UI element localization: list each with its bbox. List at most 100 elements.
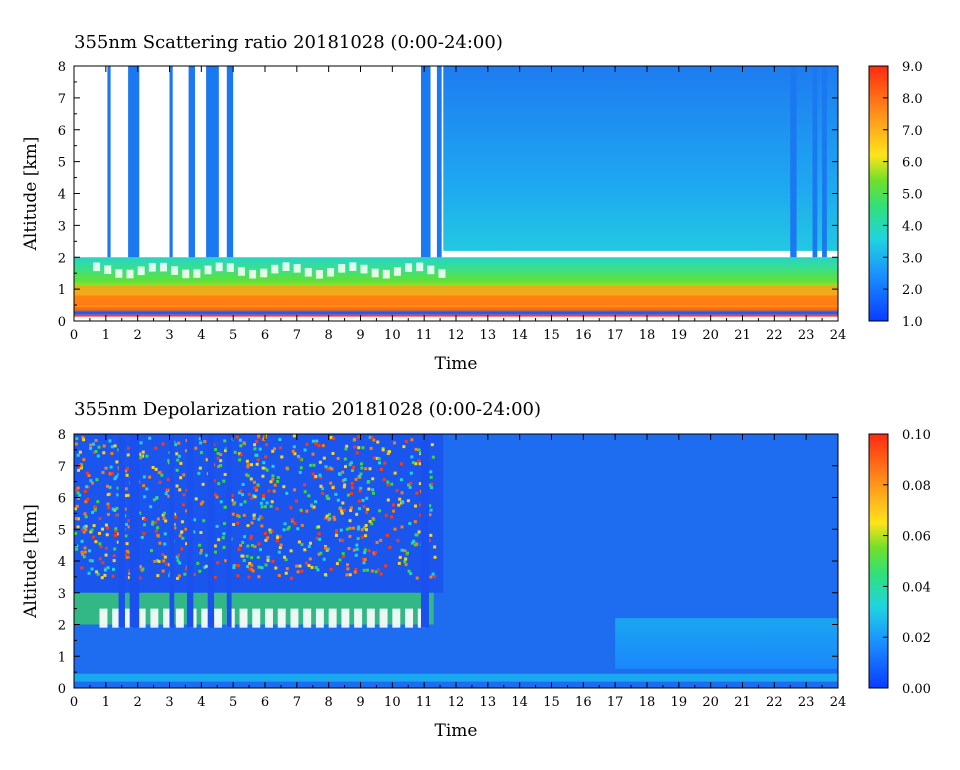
depol-noise [430,482,434,486]
depol-noise [157,471,161,475]
depol-noise [76,517,80,521]
depol-noise [417,530,421,534]
cloud-patch [416,262,424,272]
depol-noise [351,469,355,473]
depol-noise [277,573,281,577]
depol-noise [433,545,437,549]
colorbar-tick-label: 7.0 [902,124,923,139]
depol-noise [114,475,118,479]
depol-noise [219,453,223,457]
depol-noise [344,465,348,469]
depol-noise [249,477,253,481]
depol-noise [217,482,221,486]
depol-noise [340,538,344,542]
cloud-patch [237,267,245,276]
y-tick-label: 8 [58,60,66,75]
depol-noise [83,546,87,550]
depol-noise [378,509,382,513]
depol-noise [399,478,403,482]
depol-noise [347,547,351,551]
depol-noise [282,485,286,489]
depol-noise [348,519,352,523]
depol-noise [196,561,200,565]
depol-noise [250,496,254,500]
depol-noise [154,446,158,450]
depol-noise [74,442,78,446]
y-axis: 0 1 2 3 4 5 6 7 8 [58,428,838,697]
depol-noise [253,495,257,499]
depol-noise [124,534,128,538]
depol-noise [156,517,160,521]
depol-noise [393,527,397,531]
x-tick-label: 10 [384,695,401,710]
depol-noise [185,542,189,546]
depol-noise [181,503,185,507]
depol-noise [308,557,312,561]
heatmap-field [74,66,838,317]
chart-panel-depolarization: 355nm Depolarization ratio 20181028 (0:0… [21,399,931,741]
depol-noise [238,458,242,462]
depol-noise [143,517,147,521]
x-tick-label: 9 [356,695,364,710]
depol-noise [303,448,307,452]
depol-noise [353,445,357,449]
depol-noise [419,503,423,507]
depol-noise [390,482,394,486]
x-tick-label: 19 [671,695,688,710]
depol-noise [261,466,265,470]
depol-noise [219,500,223,504]
depol-noise [88,559,92,563]
precip-column [107,66,111,258]
depol-noise [77,468,81,472]
depol-noise [102,444,106,448]
depol-noise [124,494,128,498]
depol-noise [167,459,171,463]
depol-upper-early [74,434,444,593]
depol-noise [93,508,97,512]
depol-noise [248,562,252,566]
depol-noise [309,463,313,467]
depol-noise [384,564,388,568]
depol-noise [185,509,189,513]
depol-noise [357,446,361,450]
depol-noise [96,572,100,576]
depol-noise [348,526,352,530]
x-tick-label: 16 [575,695,592,710]
colorbar: 0.00 0.02 0.04 0.06 0.08 0.10 [868,428,931,697]
depol-noise [161,513,165,517]
depol-noise [143,495,147,499]
depol-noise [365,511,369,515]
depol-noise [199,451,203,455]
depol-noise [90,481,94,485]
depol-noise [289,576,293,580]
depol-noise [356,537,360,541]
depol-noise [149,505,153,509]
precip-column [420,66,431,258]
depol-noise [355,547,359,551]
depol-noise [296,570,300,574]
depol-noise [97,445,101,449]
colorbar-tick-label: 2.0 [902,283,923,298]
depol-noise [345,563,349,567]
depol-noise [361,446,365,450]
depol-noise [403,549,407,553]
depol-noise [89,479,93,483]
depol-noise [269,504,273,508]
depol-noise [224,449,228,453]
depol-noise [94,449,98,453]
depol-noise [111,567,115,571]
depol-noise [127,550,131,554]
depol-noise [124,469,128,473]
depol-precip-column [169,434,175,628]
x-tick-label: 6 [261,695,269,710]
depol-surface-band [74,673,838,682]
depol-noise [110,471,114,475]
colorbar-tick-label: 9.0 [902,60,923,75]
depol-noise [78,450,82,454]
depol-noise [215,524,219,528]
depol-noise [320,491,324,495]
y-axis-label: Altitude [km] [21,504,41,619]
depol-noise [247,575,251,579]
depol-noise [311,452,315,456]
